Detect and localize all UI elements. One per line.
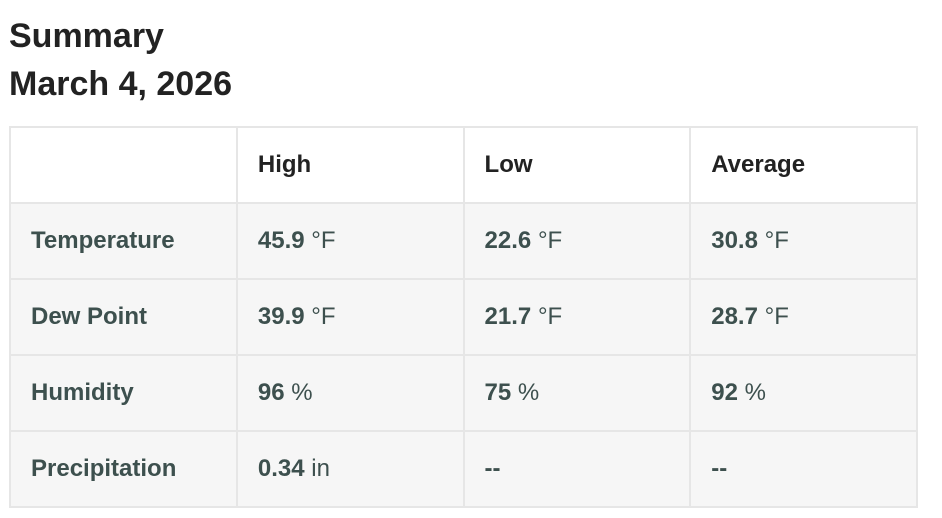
cell-value: 22.6 xyxy=(484,227,532,254)
row-label: Temperature xyxy=(9,202,238,280)
cell-unit: °F xyxy=(311,227,336,254)
page-title: Summary March 4, 2026 xyxy=(9,12,232,108)
table-cell: 0.34 in xyxy=(235,430,465,508)
column-header-average: Average xyxy=(689,126,918,204)
cell-value: 0.34 xyxy=(257,455,305,482)
table-cell: 96 % xyxy=(235,354,465,432)
table-cell: 45.9 °F xyxy=(235,202,465,280)
cell-unit: °F xyxy=(537,227,563,254)
table-cell: -- xyxy=(689,430,918,508)
table-row: Temperature 45.9 °F 22.6 °F 30.8 °F xyxy=(9,202,918,280)
cell-value: 96 xyxy=(257,379,285,406)
table-cell: 39.9 °F xyxy=(235,278,465,356)
cell-value: 21.7 xyxy=(484,303,532,330)
table-row: Precipitation 0.34 in -- -- xyxy=(9,430,918,508)
table-row: Dew Point 39.9 °F 21.7 °F 28.7 °F xyxy=(9,278,918,356)
cell-value: -- xyxy=(711,455,728,482)
cell-unit: in xyxy=(311,455,330,482)
cell-value: 92 xyxy=(711,379,738,406)
cell-value: -- xyxy=(484,455,501,482)
cell-value: 45.9 xyxy=(257,227,305,254)
table-cell: 75 % xyxy=(462,354,692,432)
cell-value: 39.9 xyxy=(257,303,305,330)
row-label: Dew Point xyxy=(9,278,238,356)
summary-table: High Low Average Temperature 45.9 °F 22.6 … xyxy=(9,126,918,508)
table-cell: 22.6 °F xyxy=(462,202,692,280)
summary-date: March 4, 2026 xyxy=(9,65,233,103)
column-header-low: Low xyxy=(462,126,692,204)
table-cell: 21.7 °F xyxy=(462,278,692,356)
cell-unit: % xyxy=(744,379,766,406)
table-header-row: High Low Average xyxy=(9,126,918,204)
summary-title: Summary xyxy=(9,17,164,55)
cell-value: 28.7 xyxy=(711,303,758,330)
table-row: Humidity 96 % 75 % 92 % xyxy=(9,354,918,432)
cell-value: 30.8 xyxy=(711,227,758,254)
column-header-high: High xyxy=(235,126,465,204)
cell-unit: % xyxy=(291,379,313,406)
cell-unit: °F xyxy=(764,303,789,330)
cell-value: 75 xyxy=(484,379,512,406)
table-cell: 30.8 °F xyxy=(689,202,918,280)
table-cell: 28.7 °F xyxy=(689,278,918,356)
cell-unit: % xyxy=(517,379,540,406)
table-cell: -- xyxy=(462,430,692,508)
column-header xyxy=(9,126,238,204)
cell-unit: °F xyxy=(311,303,336,330)
row-label: Precipitation xyxy=(9,430,238,508)
table-cell: 92 % xyxy=(689,354,918,432)
cell-unit: °F xyxy=(537,303,563,330)
cell-unit: °F xyxy=(764,227,789,254)
row-label: Humidity xyxy=(9,354,238,432)
